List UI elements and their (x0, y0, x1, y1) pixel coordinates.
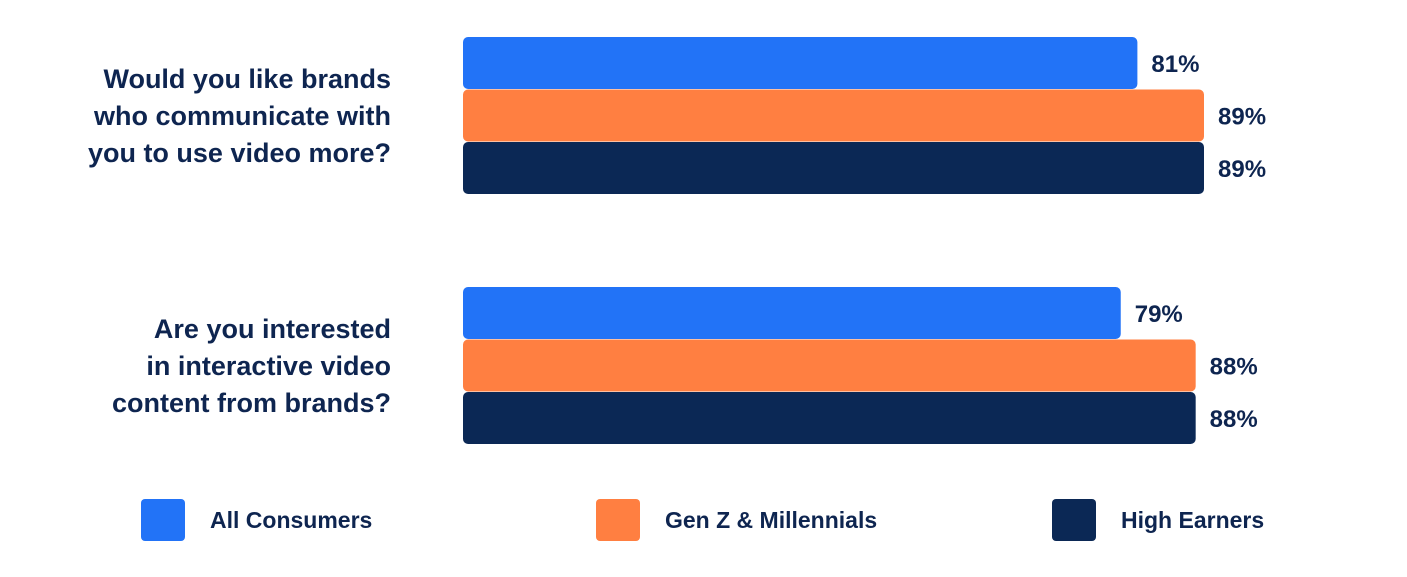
bar-value-label: 88% (1210, 354, 1258, 381)
legend-label: Gen Z & Millennials (665, 507, 877, 533)
value-labels: 81% 89% 89% 79% 88% 88% (1135, 51, 1266, 433)
bar-value-label: 81% (1151, 51, 1199, 78)
bar-value-label: 79% (1135, 301, 1183, 328)
legend-swatch (596, 499, 640, 541)
legend-swatch (1052, 499, 1096, 541)
question-line: Would you like brands (103, 64, 391, 94)
question-line: who communicate with (93, 101, 391, 131)
question-line: content from brands? (112, 388, 391, 418)
bar-value-label: 88% (1210, 406, 1258, 433)
question-label-1: Would you like brands who communicate wit… (88, 64, 391, 168)
legend-label: High Earners (1121, 507, 1264, 533)
legend-label: All Consumers (210, 507, 372, 533)
question-label-2: Are you interested in interactive video co… (112, 314, 391, 418)
bar (463, 339, 1196, 392)
bar (463, 142, 1204, 194)
question-labels: Would you like brands who communicate wit… (88, 64, 391, 418)
question-line: in interactive video (146, 351, 391, 381)
bar (463, 89, 1204, 142)
legend-swatch (141, 499, 185, 541)
question-line: Are you interested (154, 314, 391, 344)
question-line: you to use video more? (88, 138, 391, 168)
legend: All Consumers Gen Z & Millennials High Ear… (141, 499, 1264, 541)
bars (463, 37, 1204, 444)
bar (463, 287, 1121, 339)
bar-value-label: 89% (1218, 156, 1266, 183)
bar-value-label: 89% (1218, 104, 1266, 131)
bar (463, 37, 1138, 89)
bar (463, 392, 1196, 444)
